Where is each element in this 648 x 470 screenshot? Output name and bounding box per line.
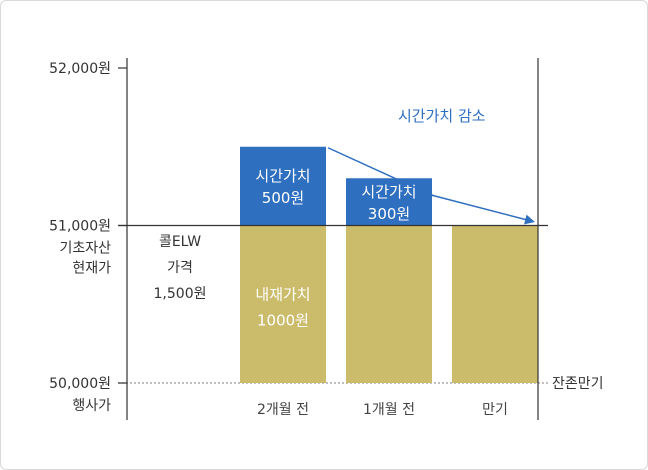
intrinsic-value-bar: [240, 225, 326, 383]
time-value-label: 300원: [368, 205, 410, 223]
y-tick-label: 50,000원: [49, 376, 111, 392]
x-category-label: 2개월 전: [257, 402, 309, 418]
time-decay-arrow: [327, 147, 434, 197]
x-category-label: 1개월 전: [363, 402, 415, 418]
y-tick-label: 52,000원: [49, 61, 111, 77]
y-tick-label: 51,000원: [49, 219, 111, 235]
call-elw-price-label: 가격: [167, 260, 193, 276]
intrinsic-value-label: 내재가치: [255, 285, 310, 303]
annotation-label: 시간가치 감소: [398, 107, 486, 125]
time-value-bar: [346, 178, 432, 226]
intrinsic-value-bar: [452, 225, 538, 383]
y-tick-sublabel: 현재가: [72, 261, 111, 277]
call-elw-price-label: 1,500원: [154, 286, 207, 302]
y-tick-sublabel: 행사가: [72, 398, 111, 414]
remaining-maturity-label: 잔존만기: [552, 376, 604, 392]
y-tick-sublabel: 기초자산: [59, 241, 111, 257]
time-value-bar: [240, 146, 326, 226]
time-value-label: 시간가치: [361, 183, 416, 201]
x-category-label: 만기: [482, 402, 508, 418]
time-value-label: 시간가치: [255, 167, 310, 185]
intrinsic-value-label: 1000원: [257, 311, 309, 329]
call-elw-price-label: 콜ELW: [159, 234, 201, 250]
intrinsic-value-bar: [346, 225, 432, 383]
time-value-label: 500원: [262, 189, 304, 207]
time-decay-arrow: [431, 194, 535, 225]
